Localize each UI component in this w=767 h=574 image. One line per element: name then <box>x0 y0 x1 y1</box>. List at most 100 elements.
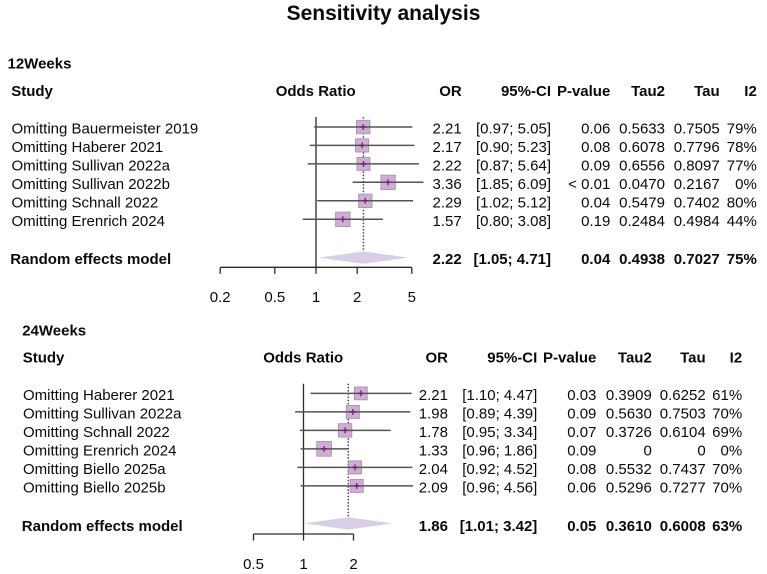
svg-text:I2: I2 <box>730 350 743 367</box>
svg-text:2.22: 2.22 <box>432 251 461 268</box>
svg-text:95%-CI: 95%-CI <box>487 350 537 367</box>
svg-text:1.98: 1.98 <box>419 406 448 423</box>
svg-text:2: 2 <box>353 289 361 306</box>
svg-text:[1.85; 6.09]: [1.85; 6.09] <box>476 176 551 193</box>
svg-text:2: 2 <box>349 556 357 573</box>
svg-text:Study: Study <box>23 350 65 367</box>
svg-text:0%: 0% <box>721 443 743 460</box>
svg-text:[0.97; 5.05]: [0.97; 5.05] <box>476 121 551 138</box>
svg-text:75%: 75% <box>727 251 757 268</box>
svg-text:0.6008: 0.6008 <box>660 518 706 535</box>
svg-text:2.17: 2.17 <box>432 139 461 156</box>
svg-text:2.04: 2.04 <box>419 461 448 478</box>
svg-text:Omitting Haberer 2021: Omitting Haberer 2021 <box>12 139 164 156</box>
svg-text:Omitting Sullivan 2022a: Omitting Sullivan 2022a <box>12 158 171 175</box>
svg-text:0.5630: 0.5630 <box>606 406 652 423</box>
svg-text:5: 5 <box>408 289 416 306</box>
svg-text:Tau2: Tau2 <box>631 83 665 100</box>
svg-text:70%: 70% <box>712 461 742 478</box>
svg-text:[0.96; 4.56]: [0.96; 4.56] <box>462 480 537 497</box>
svg-text:0.04: 0.04 <box>581 195 610 212</box>
svg-text:[1.05; 4.71]: [1.05; 4.71] <box>473 251 551 268</box>
svg-text:79%: 79% <box>727 121 757 138</box>
svg-text:Odds Ratio: Odds Ratio <box>276 83 356 100</box>
svg-text:0.09: 0.09 <box>567 443 596 460</box>
svg-text:0.2167: 0.2167 <box>674 176 720 193</box>
svg-text:0.6104: 0.6104 <box>660 424 706 441</box>
svg-text:0.6556: 0.6556 <box>619 158 665 175</box>
svg-text:0.6252: 0.6252 <box>660 387 706 404</box>
svg-text:Omitting Schnall 2022: Omitting Schnall 2022 <box>23 424 170 441</box>
svg-text:Omitting Biello 2025b: Omitting Biello 2025b <box>23 480 166 497</box>
svg-text:0.09: 0.09 <box>567 406 596 423</box>
svg-text:0.8097: 0.8097 <box>674 158 720 175</box>
svg-text:OR: OR <box>426 350 449 367</box>
svg-text:Omitting Biello 2025a: Omitting Biello 2025a <box>23 461 166 478</box>
svg-text:0.3726: 0.3726 <box>606 424 652 441</box>
svg-text:2.22: 2.22 <box>432 158 461 175</box>
svg-text:78%: 78% <box>727 139 757 156</box>
svg-text:0.4938: 0.4938 <box>619 251 665 268</box>
svg-text:44%: 44% <box>727 213 757 230</box>
svg-text:70%: 70% <box>712 406 742 423</box>
svg-text:0.7796: 0.7796 <box>674 139 720 156</box>
svg-text:77%: 77% <box>727 158 757 175</box>
svg-text:0.7402: 0.7402 <box>674 195 720 212</box>
svg-text:[0.95; 3.34]: [0.95; 3.34] <box>462 424 537 441</box>
svg-text:0.3909: 0.3909 <box>606 387 652 404</box>
svg-text:0.6078: 0.6078 <box>619 139 665 156</box>
svg-text:Sensitivity analysis: Sensitivity analysis <box>287 2 481 25</box>
svg-text:0.5: 0.5 <box>264 289 285 306</box>
svg-text:[1.02; 5.12]: [1.02; 5.12] <box>476 195 551 212</box>
svg-text:0.3610: 0.3610 <box>606 518 652 535</box>
svg-text:[0.80; 3.08]: [0.80; 3.08] <box>476 213 551 230</box>
svg-text:[0.89; 4.39]: [0.89; 4.39] <box>462 406 537 423</box>
svg-text:Omitting Sullivan 2022b: Omitting Sullivan 2022b <box>12 176 170 193</box>
svg-text:0: 0 <box>697 443 705 460</box>
svg-text:0.5479: 0.5479 <box>619 195 665 212</box>
svg-text:0.7505: 0.7505 <box>674 121 720 138</box>
svg-text:1: 1 <box>312 289 320 306</box>
svg-text:0.2484: 0.2484 <box>619 213 665 230</box>
svg-text:0.5: 0.5 <box>243 556 264 573</box>
svg-text:[0.92; 4.52]: [0.92; 4.52] <box>462 461 537 478</box>
svg-text:Omitting Erenrich 2024: Omitting Erenrich 2024 <box>23 443 176 460</box>
svg-text:[1.01; 3.42]: [1.01; 3.42] <box>460 518 538 535</box>
svg-text:1.78: 1.78 <box>419 424 448 441</box>
svg-text:0.5633: 0.5633 <box>619 121 665 138</box>
svg-text:P-value: P-value <box>543 350 596 367</box>
svg-text:80%: 80% <box>727 195 757 212</box>
svg-text:95%-CI: 95%-CI <box>501 83 551 100</box>
svg-text:Odds Ratio: Odds Ratio <box>263 350 343 367</box>
svg-text:63%: 63% <box>712 518 742 535</box>
svg-text:0.4984: 0.4984 <box>674 213 720 230</box>
svg-text:2.09: 2.09 <box>419 480 448 497</box>
svg-text:0.05: 0.05 <box>567 518 596 535</box>
svg-text:0.08: 0.08 <box>567 461 596 478</box>
svg-text:0.7027: 0.7027 <box>674 251 720 268</box>
svg-text:0.06: 0.06 <box>567 480 596 497</box>
svg-text:70%: 70% <box>712 480 742 497</box>
svg-text:12Weeks: 12Weeks <box>8 56 72 73</box>
svg-text:[0.96; 1.86]: [0.96; 1.86] <box>462 443 537 460</box>
svg-text:0.2: 0.2 <box>210 289 231 306</box>
svg-text:61%: 61% <box>712 387 742 404</box>
svg-text:Tau: Tau <box>680 350 706 367</box>
svg-text:0.0470: 0.0470 <box>619 176 665 193</box>
svg-text:P-value: P-value <box>557 83 610 100</box>
svg-text:0%: 0% <box>735 176 757 193</box>
svg-text:2.21: 2.21 <box>419 387 448 404</box>
svg-text:Omitting Bauermeister 2019: Omitting Bauermeister 2019 <box>12 121 199 138</box>
svg-text:I2: I2 <box>744 83 757 100</box>
svg-text:0.19: 0.19 <box>581 213 610 230</box>
svg-text:0.06: 0.06 <box>581 121 610 138</box>
svg-text:0.5532: 0.5532 <box>606 461 652 478</box>
svg-text:0.09: 0.09 <box>581 158 610 175</box>
svg-text:0.03: 0.03 <box>567 387 596 404</box>
svg-text:OR: OR <box>439 83 462 100</box>
svg-text:2.21: 2.21 <box>432 121 461 138</box>
svg-text:0.5296: 0.5296 <box>606 480 652 497</box>
svg-text:< 0.01: < 0.01 <box>568 176 610 193</box>
svg-text:[0.87; 5.64]: [0.87; 5.64] <box>476 158 551 175</box>
svg-text:[0.90; 5.23]: [0.90; 5.23] <box>476 139 551 156</box>
